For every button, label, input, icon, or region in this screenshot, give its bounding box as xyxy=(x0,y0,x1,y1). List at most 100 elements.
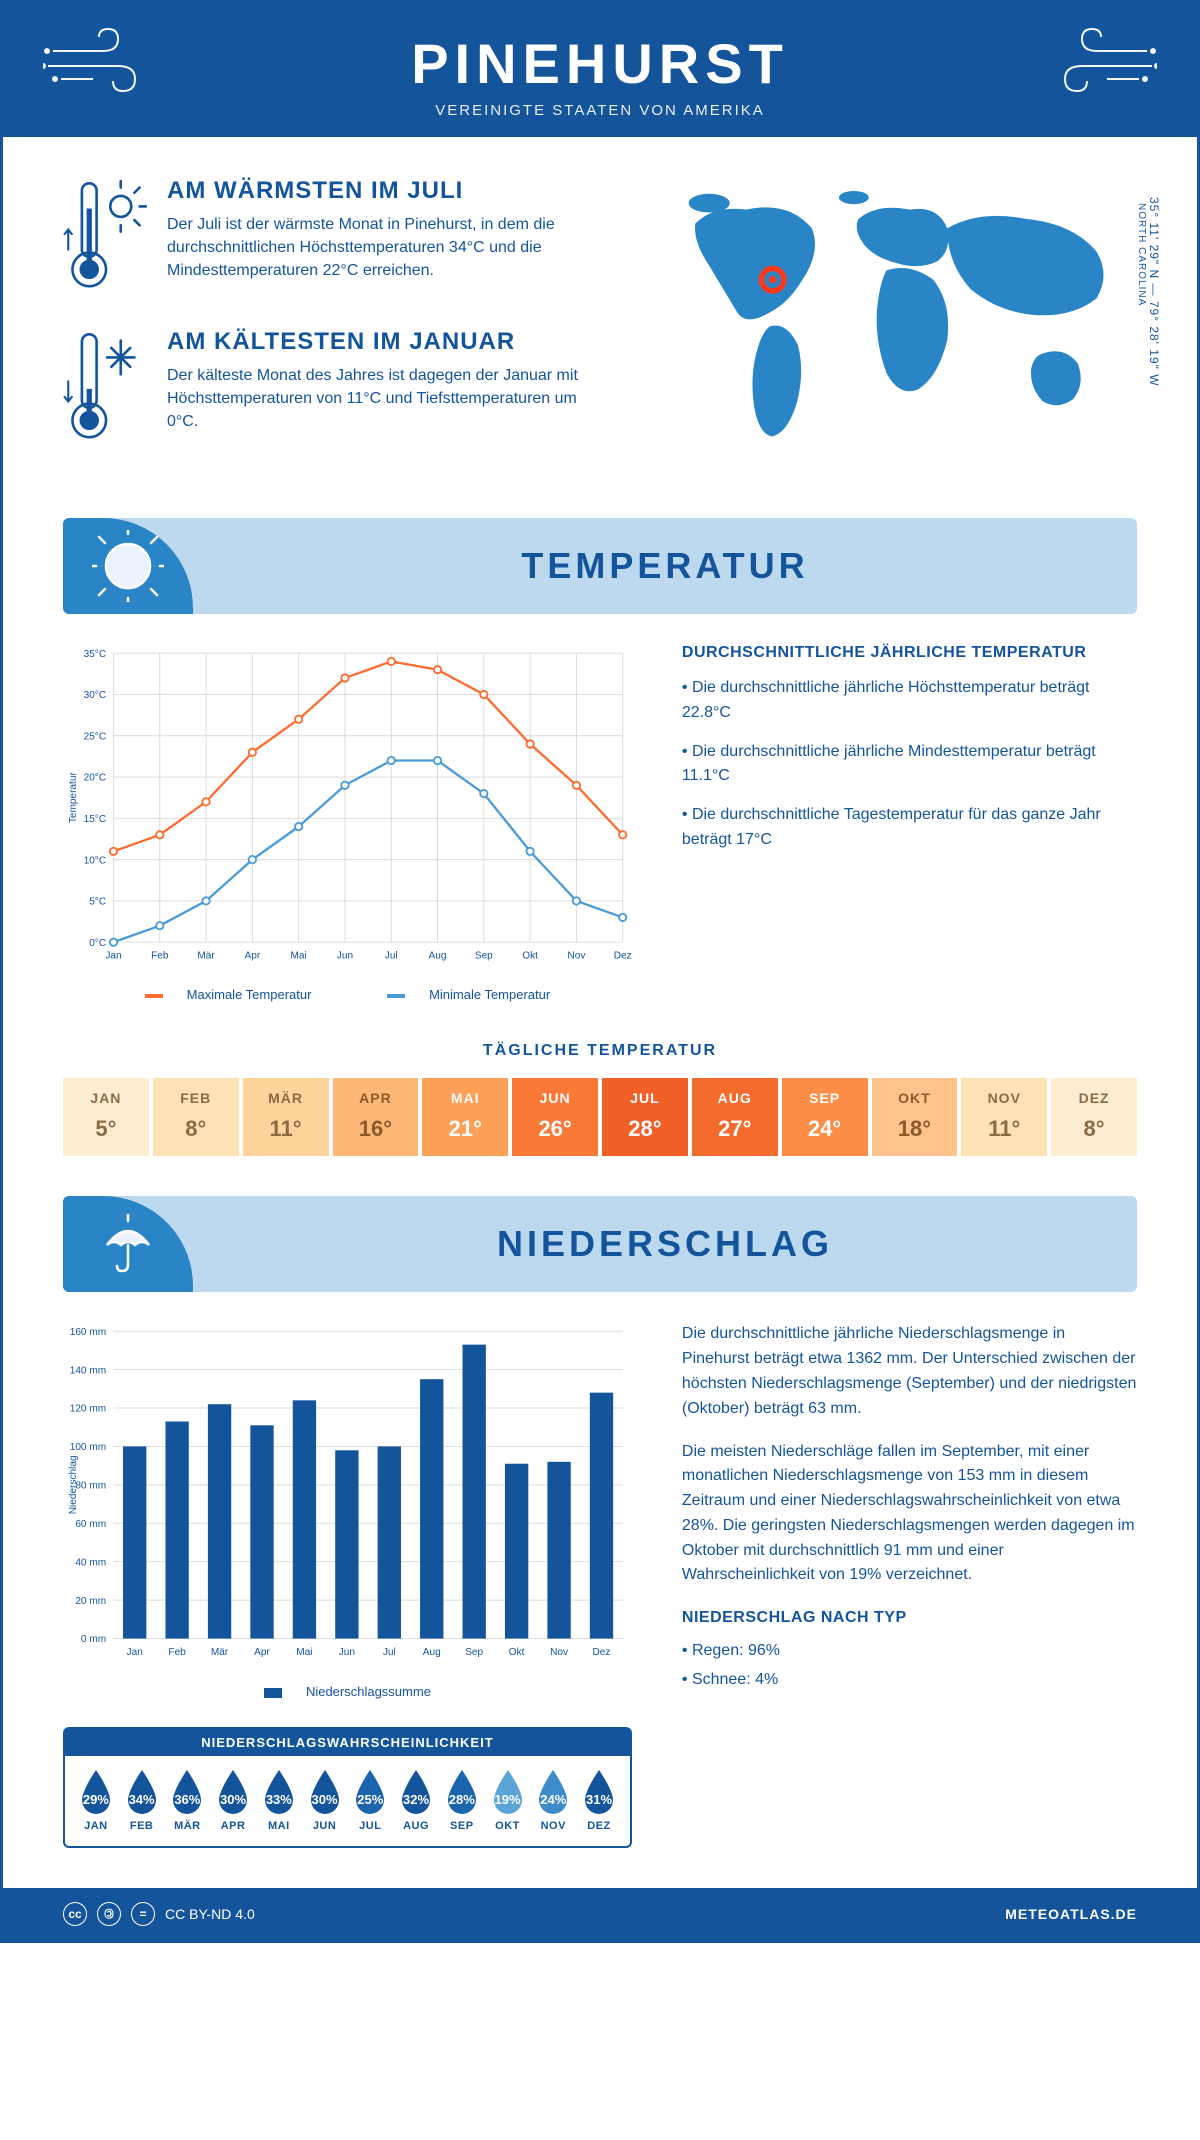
svg-text:35°C: 35°C xyxy=(84,649,107,660)
coldest-title: AM KÄLTESTEN IM JANUAR xyxy=(167,328,605,356)
svg-text:Jan: Jan xyxy=(105,951,121,962)
by-icon: 🄯 xyxy=(97,1902,121,1926)
svg-text:20°C: 20°C xyxy=(84,773,107,784)
precip-prob-cell: 25%JUL xyxy=(347,1768,393,1832)
daily-temp-cell: MÄR11° xyxy=(243,1078,329,1156)
daily-temp-cell: OKT18° xyxy=(872,1078,958,1156)
region-label: NORTH CAROLINA xyxy=(1136,203,1147,387)
sun-icon xyxy=(92,530,164,602)
precipitation-chart: 0 mm 20 mm 40 mm 60 mm 80 mm 100 mm 120 mm 140 … xyxy=(63,1322,632,1671)
precip-prob-cell: 32%AUG xyxy=(393,1768,439,1832)
precip-prob-cell: 30%APR xyxy=(210,1768,256,1832)
precip-probability-box: NIEDERSCHLAGSWAHRSCHEINLICHKEIT 29%JAN34… xyxy=(63,1727,632,1848)
svg-text:100 mm: 100 mm xyxy=(70,1442,106,1453)
svg-text:40 mm: 40 mm xyxy=(75,1558,106,1569)
daily-temp-grid: JAN5°FEB8°MÄR11°APR16°MAI21°JUN26°JUL28°… xyxy=(63,1078,1137,1156)
svg-text:0 mm: 0 mm xyxy=(81,1635,106,1646)
precipitation-legend: Niederschlagssumme xyxy=(63,1684,632,1699)
svg-text:0°C: 0°C xyxy=(89,938,106,949)
precip-prob-cell: 33%MAI xyxy=(256,1768,302,1832)
svg-text:Jun: Jun xyxy=(339,1647,355,1658)
svg-text:Aug: Aug xyxy=(429,951,447,962)
warmest-title: AM WÄRMSTEN IM JULI xyxy=(167,177,605,205)
nd-icon: = xyxy=(131,1902,155,1926)
precip-prob-title: NIEDERSCHLAGSWAHRSCHEINLICHKEIT xyxy=(65,1729,630,1756)
svg-text:Jan: Jan xyxy=(127,1647,143,1658)
svg-text:Mai: Mai xyxy=(291,951,307,962)
thermometer-hot-icon xyxy=(63,177,147,293)
daily-temp-cell: NOV11° xyxy=(961,1078,1047,1156)
daily-temp-cell: AUG27° xyxy=(692,1078,778,1156)
svg-text:Jul: Jul xyxy=(383,1647,396,1658)
daily-temp-cell: JAN5° xyxy=(63,1078,149,1156)
precip-prob-cell: 29%JAN xyxy=(73,1768,119,1832)
daily-temp-cell: JUL28° xyxy=(602,1078,688,1156)
precipitation-title: NIEDERSCHLAG xyxy=(193,1223,1137,1265)
daily-temp-cell: DEZ8° xyxy=(1051,1078,1137,1156)
precip-prob-cell: 28%SEP xyxy=(439,1768,485,1832)
warmest-text: Der Juli ist der wärmste Monat in Pinehu… xyxy=(167,213,605,283)
daily-temp-cell: FEB8° xyxy=(153,1078,239,1156)
daily-temp-cell: SEP24° xyxy=(782,1078,868,1156)
svg-text:Feb: Feb xyxy=(168,1647,186,1658)
precip-prob-cell: 30%JUN xyxy=(302,1768,348,1832)
svg-text:80 mm: 80 mm xyxy=(75,1481,106,1492)
daily-temp-title: TÄGLICHE TEMPERATUR xyxy=(63,1042,1137,1060)
world-map-icon xyxy=(645,177,1137,457)
svg-text:Aug: Aug xyxy=(423,1647,441,1658)
license-text: CC BY-ND 4.0 xyxy=(165,1906,255,1922)
svg-text:Dez: Dez xyxy=(614,951,632,962)
svg-text:140 mm: 140 mm xyxy=(70,1366,106,1377)
svg-text:10°C: 10°C xyxy=(84,855,107,866)
svg-text:Mär: Mär xyxy=(197,951,215,962)
temperature-title: TEMPERATUR xyxy=(193,545,1137,587)
wind-icon xyxy=(43,21,153,101)
temperature-chart: 0°C 5°C 10°C 15°C 20°C 25°C 30°C 35°C Jan Feb Mär A… xyxy=(63,644,632,1002)
thermometer-cold-icon xyxy=(63,328,147,444)
svg-text:60 mm: 60 mm xyxy=(75,1519,106,1530)
svg-text:Sep: Sep xyxy=(475,951,493,962)
footer: cc 🄯 = CC BY-ND 4.0 METEOATLAS.DE xyxy=(3,1888,1197,1940)
daily-temp-cell: APR16° xyxy=(333,1078,419,1156)
intro-row: AM WÄRMSTEN IM JULI Der Juli ist der wär… xyxy=(63,177,1137,478)
svg-text:15°C: 15°C xyxy=(84,814,107,825)
page-title: PINEHURST xyxy=(3,31,1197,96)
temperature-description: DURCHSCHNITTLICHE JÄHRLICHE TEMPERATUR •… xyxy=(682,644,1137,1002)
svg-text:Nov: Nov xyxy=(550,1647,568,1658)
svg-text:20 mm: 20 mm xyxy=(75,1596,106,1607)
svg-text:Okt: Okt xyxy=(509,1647,525,1658)
svg-text:Feb: Feb xyxy=(151,951,169,962)
precip-prob-cell: 34%FEB xyxy=(119,1768,165,1832)
site-name: METEOATLAS.DE xyxy=(1005,1906,1137,1922)
svg-text:Dez: Dez xyxy=(593,1647,611,1658)
svg-text:120 mm: 120 mm xyxy=(70,1404,106,1415)
umbrella-icon xyxy=(95,1211,161,1277)
svg-text:Sep: Sep xyxy=(465,1647,483,1658)
svg-text:Nov: Nov xyxy=(567,951,585,962)
precip-prob-cell: 31%DEZ xyxy=(576,1768,622,1832)
page-subtitle: VEREINIGTE STAATEN VON AMERIKA xyxy=(3,102,1197,119)
svg-text:Jun: Jun xyxy=(337,951,353,962)
precip-prob-cell: 24%NOV xyxy=(530,1768,576,1832)
svg-text:Okt: Okt xyxy=(522,951,538,962)
svg-text:Mai: Mai xyxy=(296,1647,312,1658)
svg-text:30°C: 30°C xyxy=(84,690,107,701)
header: PINEHURST VEREINIGTE STAATEN VON AMERIKA xyxy=(3,3,1197,137)
svg-text:Apr: Apr xyxy=(254,1647,270,1658)
cc-icon: cc xyxy=(63,1902,87,1926)
svg-text:Jul: Jul xyxy=(385,951,398,962)
svg-text:5°C: 5°C xyxy=(89,897,106,908)
precipitation-band: NIEDERSCHLAG xyxy=(63,1196,1137,1292)
svg-text:25°C: 25°C xyxy=(84,731,107,742)
precip-prob-cell: 36%MÄR xyxy=(164,1768,210,1832)
svg-text:Niederschlag: Niederschlag xyxy=(68,1456,79,1515)
svg-text:Apr: Apr xyxy=(245,951,261,962)
daily-temp-cell: JUN26° xyxy=(512,1078,598,1156)
coldest-text: Der kälteste Monat des Jahres ist dagege… xyxy=(167,364,605,434)
precipitation-description: Die durchschnittliche jährliche Niedersc… xyxy=(682,1322,1137,1848)
svg-text:160 mm: 160 mm xyxy=(70,1327,106,1338)
temperature-legend: Maximale Temperatur Minimale Temperatur xyxy=(63,987,632,1002)
wind-icon xyxy=(1047,21,1157,101)
temperature-band: TEMPERATUR xyxy=(63,518,1137,614)
warmest-block: AM WÄRMSTEN IM JULI Der Juli ist der wär… xyxy=(63,177,605,298)
